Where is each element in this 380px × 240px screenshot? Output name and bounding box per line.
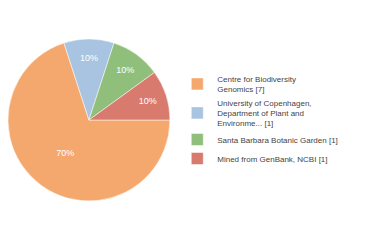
svg-text:10%: 10% [139,96,157,106]
svg-text:70%: 70% [56,148,74,158]
svg-text:Centre for BiodiversityGenomic: Centre for BiodiversityGenomics [7] [217,75,296,94]
svg-text:University of Copenhagen,Depar: University of Copenhagen,Department of P… [217,99,311,129]
svg-text:10%: 10% [116,65,134,75]
svg-text:Mined from GenBank, NCBI [1]: Mined from GenBank, NCBI [1] [217,155,327,164]
svg-text:Santa Barbara Botanic Garden [: Santa Barbara Botanic Garden [1] [217,136,338,145]
svg-text:10%: 10% [80,53,98,63]
